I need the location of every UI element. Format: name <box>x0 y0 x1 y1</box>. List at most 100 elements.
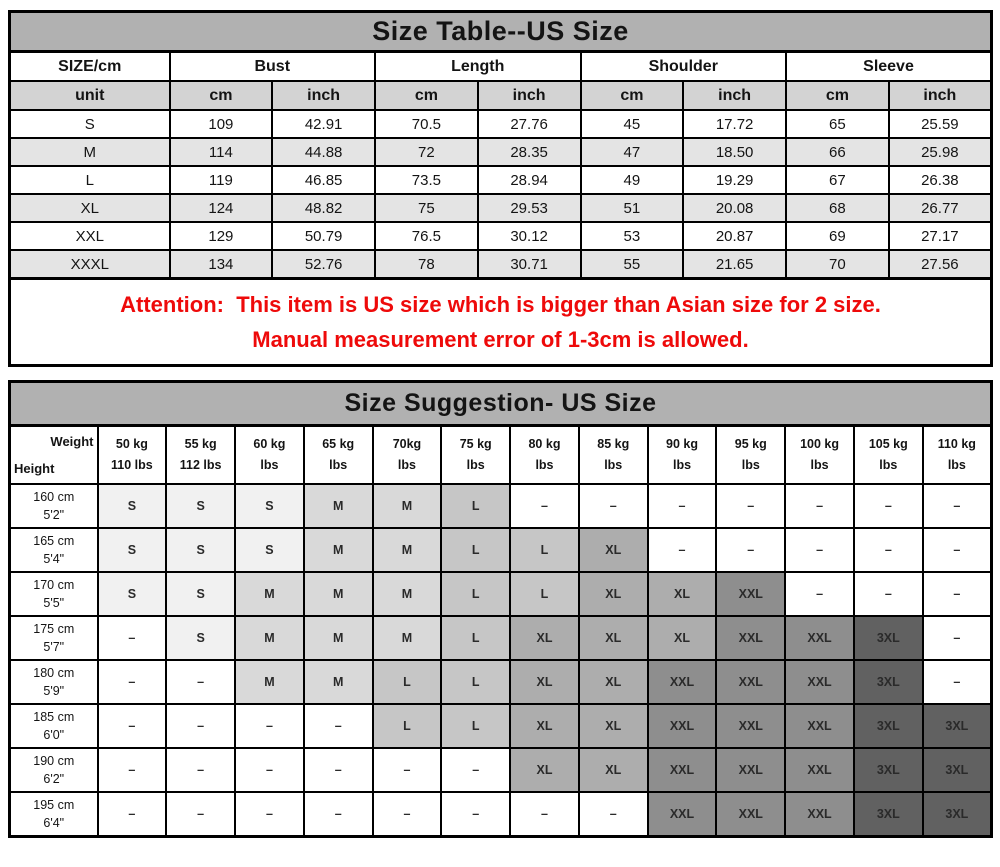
measurement-value: 65 <box>785 109 890 139</box>
suggested-size-cell: – <box>509 791 580 838</box>
weight-kg-label: 50 kg <box>115 437 148 451</box>
suggested-size-cell: 3XL <box>921 703 993 749</box>
measurement-value: 49 <box>579 165 685 195</box>
size-suggestion-row: 175 cm 5'7" – S M M M L XL XL XL XXL XXL 3XL – <box>8 615 993 661</box>
suggested-size-cell: S <box>165 483 237 529</box>
weight-lbs-label: lbs <box>397 458 416 472</box>
unit-cm-header: cm <box>579 80 685 111</box>
unit-inch-header: inch <box>887 80 993 111</box>
measurement-value: 48.82 <box>271 193 376 223</box>
measurement-value: 68 <box>785 193 890 223</box>
suggested-size-cell: XXL <box>784 791 855 838</box>
measurement-value: 20.08 <box>682 193 787 223</box>
weight-kg-label: 110 kg <box>937 437 976 451</box>
measurement-value: 17.72 <box>682 109 787 139</box>
weight-lbs-label: 110 lbs <box>111 458 153 472</box>
suggested-size-cell: M <box>234 615 305 661</box>
measurement-value: 55 <box>579 249 685 280</box>
suggested-size-cell: XXL <box>646 747 718 793</box>
suggested-size-cell: L <box>371 659 443 705</box>
suggested-size-cell: – <box>302 747 374 793</box>
suggested-size-cell: – <box>234 747 305 793</box>
attention-line-1: Attention: This item is US size which is… <box>120 292 881 317</box>
size-label: S <box>8 109 171 139</box>
weight-kg-label: 70kg <box>392 437 422 451</box>
measurement-value: 29.53 <box>476 193 582 223</box>
suggested-size-cell: XXL <box>715 571 787 617</box>
height-label: 195 cm 6'4" <box>8 791 99 838</box>
size-suggestion-row: 185 cm 6'0" – – – – L L XL XL XXL XXL XXL 3XL 3XL <box>8 703 993 749</box>
measurement-value: 46.85 <box>271 165 376 195</box>
suggested-size-cell: – <box>371 747 443 793</box>
weight-kg-label: 75 kg <box>459 437 492 451</box>
suggested-size-cell: S <box>234 483 305 529</box>
suggested-size-cell: XL <box>646 571 718 617</box>
size-suggestion-row: 165 cm 5'4" S S S M M L L XL – – – – – <box>8 527 993 573</box>
weight-lbs-label: lbs <box>810 458 829 472</box>
weight-kg-label: 105 kg <box>868 437 908 451</box>
size-table-row: L 119 46.85 73.5 28.94 49 19.29 67 26.38 <box>8 165 993 195</box>
weight-header-row: Weight Height 50 kg 110 lbs 55 kg 112 lbs 60… <box>8 424 993 485</box>
suggested-size-cell: – <box>234 791 305 838</box>
height-cm-label: 165 cm <box>33 534 75 548</box>
suggested-size-cell: S <box>234 527 305 573</box>
weight-header: 100 kg lbs <box>784 424 855 485</box>
suggested-size-cell: – <box>440 791 512 838</box>
suggested-size-cell: – <box>646 483 718 529</box>
suggested-size-cell: M <box>371 571 443 617</box>
suggested-size-cell: XXL <box>715 703 787 749</box>
suggested-size-cell: – <box>96 747 168 793</box>
weight-kg-label: 95 kg <box>734 437 767 451</box>
suggested-size-cell: – <box>371 791 443 838</box>
unit-cm-header: cm <box>374 80 479 111</box>
size-suggestion-row: 195 cm 6'4" – – – – – – – – XXL XXL XXL 3XL 3XL <box>8 791 993 838</box>
suggested-size-cell: – <box>715 527 787 573</box>
weight-lbs-label: lbs <box>879 458 898 472</box>
measurement-value: 50.79 <box>271 221 376 251</box>
weight-header: 60 kg lbs <box>234 424 305 485</box>
suggested-size-cell: – <box>96 659 168 705</box>
suggested-size-cell: S <box>96 527 168 573</box>
suggested-size-cell: 3XL <box>852 703 924 749</box>
suggested-size-cell: XXL <box>715 659 787 705</box>
suggested-size-cell: XXL <box>715 791 787 838</box>
suggested-size-cell: XL <box>509 747 580 793</box>
suggested-size-cell: XL <box>577 571 649 617</box>
attention-line-2: Manual measurement error of 1-3cm is all… <box>252 327 749 352</box>
measurement-value: 134 <box>168 249 274 280</box>
size-label: XXXL <box>8 249 171 280</box>
weight-header: 50 kg 110 lbs <box>96 424 168 485</box>
suggested-size-cell: XXL <box>715 747 787 793</box>
weight-header: 95 kg lbs <box>715 424 787 485</box>
weight-kg-label: 55 kg <box>184 437 217 451</box>
measurement-value: 44.88 <box>271 137 376 167</box>
suggested-size-cell: 3XL <box>921 747 993 793</box>
weight-header: 90 kg lbs <box>646 424 718 485</box>
weight-lbs-label: lbs <box>329 458 348 472</box>
unit-cm-header: cm <box>785 80 890 111</box>
suggested-size-cell: XL <box>577 527 649 573</box>
size-table-title: Size Table--US Size <box>8 10 993 53</box>
weight-header: 75 kg lbs <box>440 424 512 485</box>
suggested-size-cell: 3XL <box>852 747 924 793</box>
suggested-size-cell: – <box>715 483 787 529</box>
suggested-size-cell: 3XL <box>852 615 924 661</box>
size-table-row: XXL 129 50.79 76.5 30.12 53 20.87 69 27.17 <box>8 221 993 251</box>
measurement-value: 28.35 <box>476 137 582 167</box>
height-cm-label: 180 cm <box>33 666 75 680</box>
height-label: 180 cm 5'9" <box>8 659 99 705</box>
height-cm-label: 175 cm <box>33 622 75 636</box>
measurement-value: 114 <box>168 137 274 167</box>
suggested-size-cell: M <box>302 527 374 573</box>
measurement-value: 119 <box>168 165 274 195</box>
suggested-size-cell: – <box>577 791 649 838</box>
suggested-size-cell: M <box>234 571 305 617</box>
suggested-size-cell: – <box>165 703 237 749</box>
measurement-value: 73.5 <box>374 165 479 195</box>
height-label: 165 cm 5'4" <box>8 527 99 573</box>
size-label: XL <box>8 193 171 223</box>
suggested-size-cell: – <box>852 571 924 617</box>
suggested-size-cell: 3XL <box>852 659 924 705</box>
weight-lbs-label: lbs <box>741 458 760 472</box>
suggested-size-cell: – <box>96 703 168 749</box>
